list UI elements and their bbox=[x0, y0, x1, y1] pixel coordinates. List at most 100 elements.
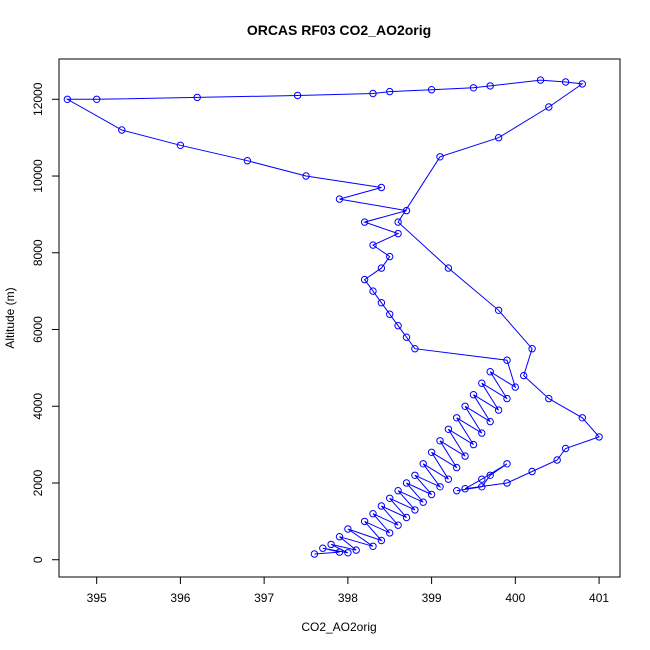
data-point bbox=[386, 87, 394, 96]
y-tick-label: 2000 bbox=[31, 469, 45, 496]
data-point bbox=[461, 402, 469, 410]
data-point bbox=[469, 440, 478, 449]
data-point bbox=[344, 525, 352, 533]
data-point bbox=[243, 157, 252, 165]
x-tick-label: 401 bbox=[589, 591, 609, 605]
data-point bbox=[402, 206, 411, 215]
data-point bbox=[377, 502, 386, 510]
y-tick-label: 4000 bbox=[31, 393, 45, 420]
y-axis: 0 2000 4000 6000 8000 10000 12000 bbox=[31, 82, 59, 563]
data-point bbox=[478, 379, 486, 387]
data-point bbox=[369, 89, 377, 98]
x-axis: 395 396 397 398 399 400 401 bbox=[87, 577, 609, 605]
data-point bbox=[427, 86, 436, 94]
data-point bbox=[352, 546, 360, 554]
data-point bbox=[394, 218, 402, 226]
x-tick-label: 397 bbox=[254, 591, 274, 605]
data-point bbox=[461, 452, 469, 460]
data-point bbox=[436, 437, 444, 445]
data-point bbox=[478, 429, 486, 437]
data-point bbox=[453, 414, 461, 422]
data-point bbox=[386, 252, 394, 261]
x-tick-label: 395 bbox=[87, 591, 107, 605]
data-point bbox=[469, 391, 478, 399]
data-point bbox=[427, 448, 436, 456]
data-point bbox=[377, 183, 386, 192]
y-tick-label: 6000 bbox=[31, 316, 45, 343]
data-point bbox=[369, 510, 377, 518]
data-point bbox=[335, 533, 344, 541]
data-point bbox=[536, 76, 545, 84]
data-point bbox=[436, 153, 444, 161]
data-point bbox=[411, 471, 419, 479]
data-point bbox=[419, 498, 427, 506]
data-point bbox=[453, 487, 461, 495]
data-point bbox=[335, 548, 344, 556]
series-layer bbox=[63, 76, 603, 558]
data-point bbox=[503, 356, 511, 364]
data-point bbox=[528, 467, 536, 476]
data-point bbox=[444, 425, 453, 433]
data-point bbox=[394, 521, 402, 529]
x-axis-title: CO2_AO2orig bbox=[301, 620, 376, 634]
data-point bbox=[486, 471, 494, 479]
data-point bbox=[511, 383, 519, 391]
y-tick-label: 10000 bbox=[31, 159, 45, 193]
data-point bbox=[360, 275, 369, 284]
data-point bbox=[369, 287, 377, 295]
data-point bbox=[578, 80, 586, 88]
data-point bbox=[478, 483, 486, 491]
series-line bbox=[65, 79, 600, 555]
data-point bbox=[310, 550, 319, 558]
data-point bbox=[561, 78, 570, 86]
data-point bbox=[545, 394, 553, 403]
data-point bbox=[369, 241, 377, 249]
data-point bbox=[561, 444, 570, 453]
y-tick-label: 12000 bbox=[31, 82, 45, 116]
data-point bbox=[486, 368, 494, 376]
chart-title: ORCAS RF03 CO2_AO2orig bbox=[247, 22, 431, 38]
x-tick-label: 396 bbox=[170, 591, 190, 605]
data-point bbox=[478, 475, 486, 483]
data-point bbox=[469, 84, 478, 92]
y-axis-title: Altitude (m) bbox=[3, 287, 17, 348]
data-point bbox=[360, 218, 369, 226]
data-point bbox=[319, 544, 327, 552]
data-point bbox=[377, 536, 386, 545]
data-point bbox=[411, 506, 419, 514]
data-point bbox=[176, 141, 185, 150]
data-point bbox=[419, 460, 427, 468]
data-point bbox=[377, 299, 386, 307]
x-tick-label: 399 bbox=[422, 591, 442, 605]
plot-frame bbox=[58, 58, 621, 578]
data-point bbox=[578, 414, 586, 422]
data-point bbox=[394, 229, 402, 238]
data-point bbox=[402, 513, 411, 522]
x-tick-label: 398 bbox=[338, 591, 358, 605]
data-point bbox=[118, 126, 126, 134]
data-point bbox=[327, 540, 335, 549]
data-point bbox=[427, 490, 436, 499]
data-point bbox=[503, 479, 511, 487]
data-point bbox=[344, 549, 352, 557]
data-point bbox=[553, 456, 561, 464]
data-point bbox=[402, 333, 411, 341]
data-point bbox=[402, 479, 411, 487]
data-point bbox=[503, 394, 511, 403]
data-point bbox=[520, 371, 528, 380]
y-tick-label: 8000 bbox=[31, 239, 45, 266]
data-point bbox=[293, 91, 302, 100]
data-point bbox=[545, 103, 553, 111]
data-point bbox=[528, 345, 536, 353]
data-point bbox=[386, 529, 394, 537]
data-point bbox=[377, 264, 386, 272]
data-point bbox=[595, 433, 603, 441]
y-tick-label: 0 bbox=[31, 556, 45, 563]
data-point bbox=[386, 310, 394, 318]
data-point bbox=[394, 487, 402, 495]
data-point bbox=[494, 306, 503, 314]
data-point bbox=[302, 172, 310, 180]
data-point bbox=[386, 494, 394, 502]
